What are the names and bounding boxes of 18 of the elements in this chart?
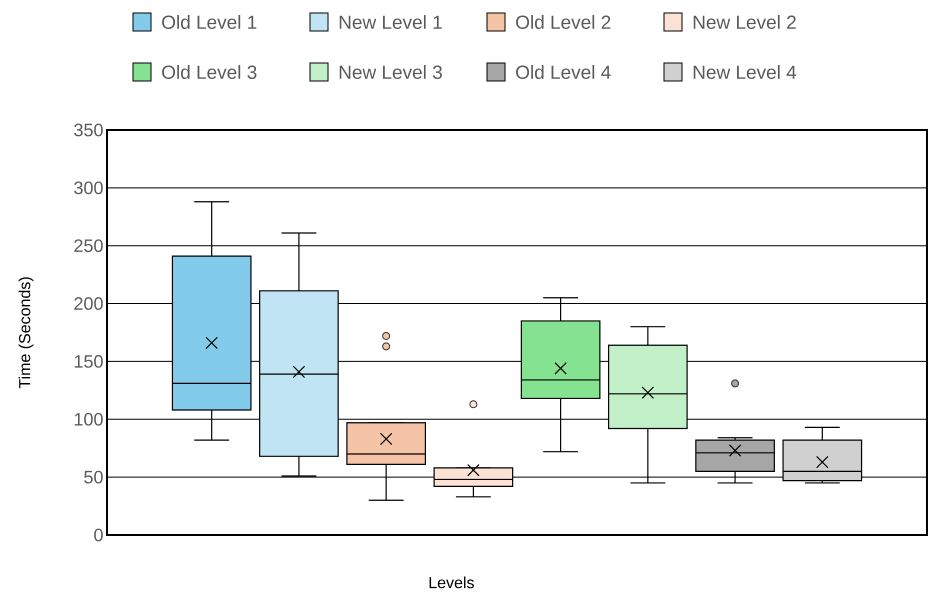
y-tick-label: 150 [74, 355, 103, 368]
y-tick-label: 50 [84, 470, 103, 484]
legend-label: Old Level 1 [162, 15, 256, 29]
y-tick-label: 350 [74, 124, 103, 136]
y-tick-label: 250 [74, 239, 103, 252]
y-tick-label: 100 [74, 412, 103, 426]
legend-label: Old Level 2 [516, 15, 610, 29]
y-axis-title: Time (Seconds) [18, 277, 34, 388]
y-tick-label: 200 [74, 297, 103, 310]
legend-label: New Level 2 [694, 15, 796, 29]
legend-label: New Level 3 [340, 65, 442, 79]
legend-label: Old Level 4 [516, 65, 611, 79]
legend-label: New Level 1 [340, 15, 442, 29]
legend-label: Old Level 3 [162, 65, 256, 79]
legend-label: New Level 4 [694, 65, 796, 79]
x-axis-title: Levels [430, 576, 474, 588]
y-tick-label: 300 [74, 181, 103, 194]
y-tick-label: 0 [94, 528, 103, 542]
